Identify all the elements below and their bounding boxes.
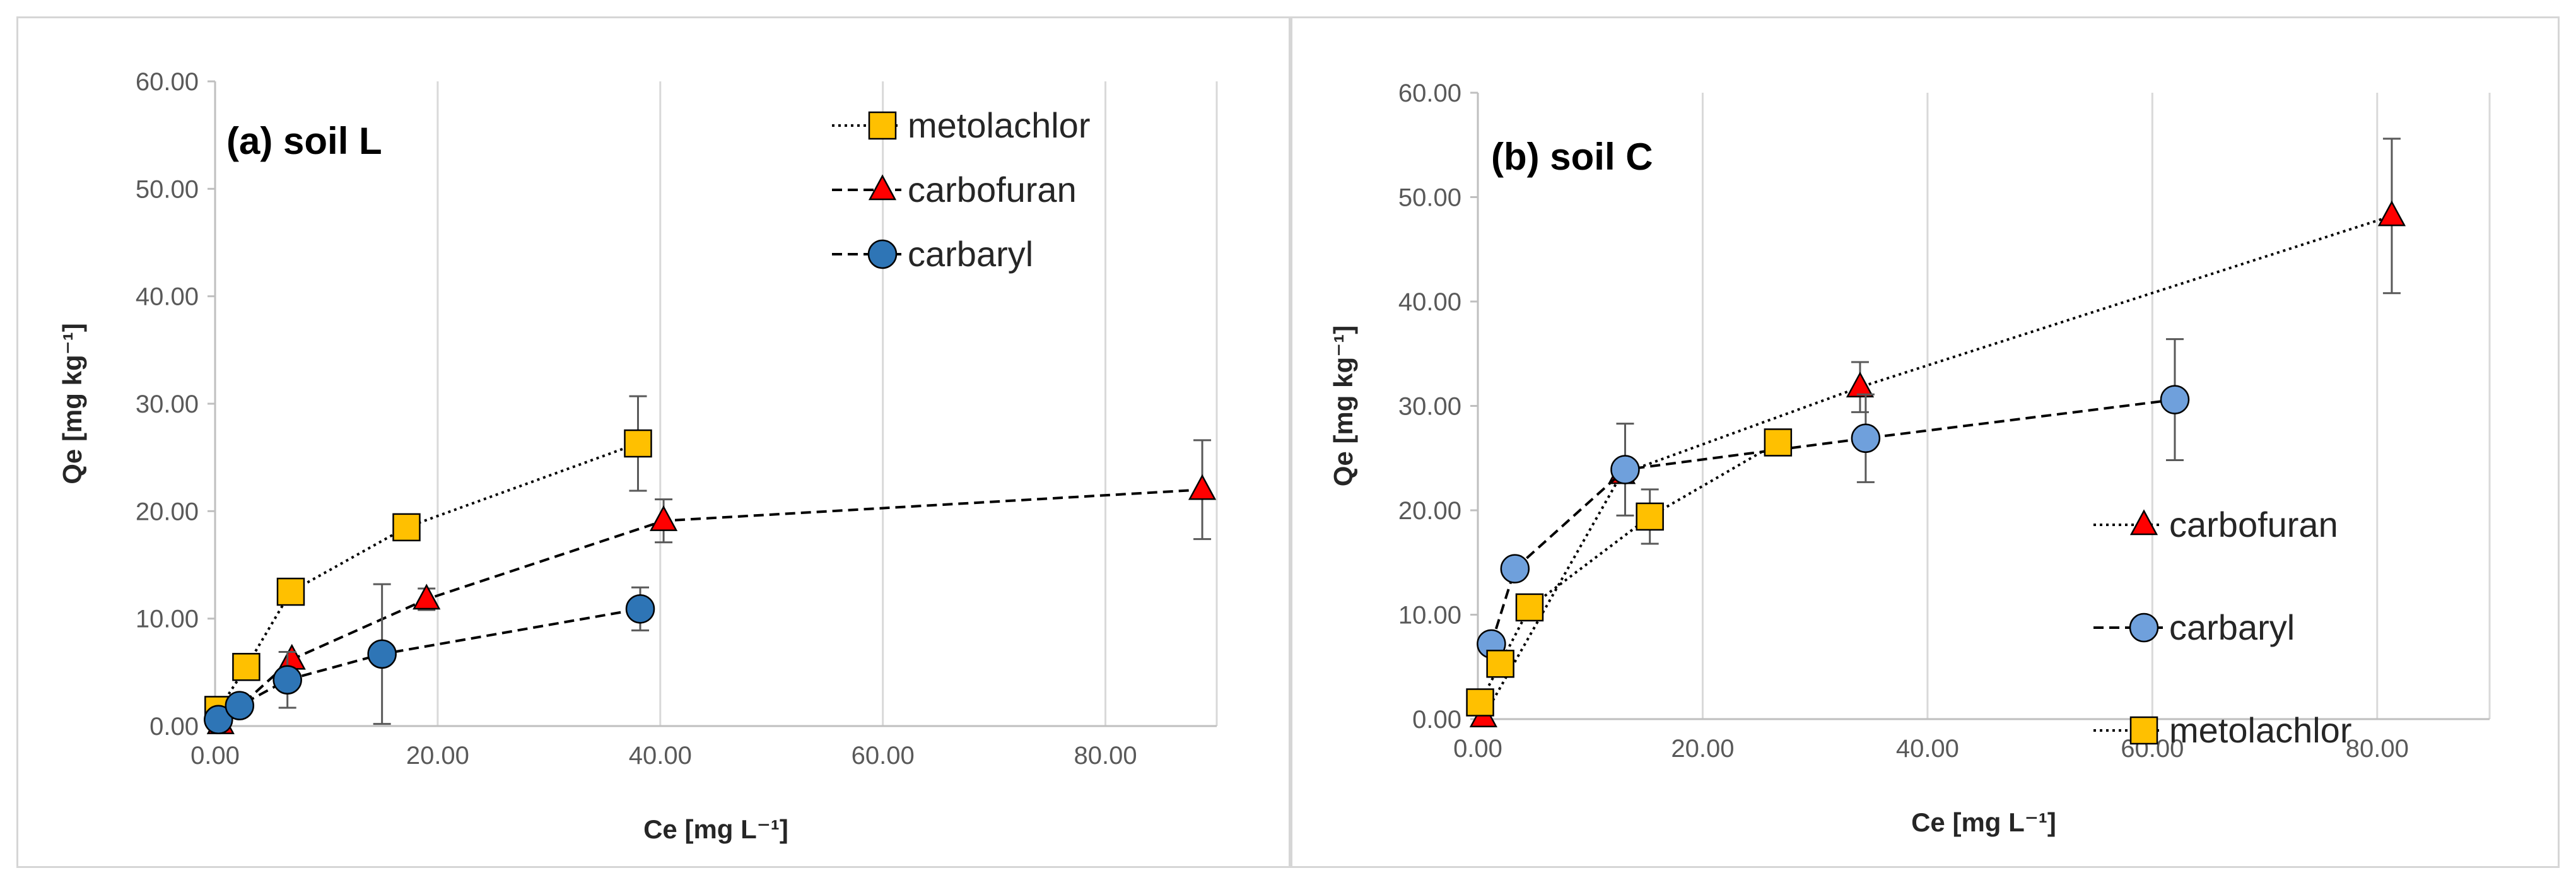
data-point-carbaryl (272, 665, 302, 695)
x-tick-label: 0.00 (190, 742, 240, 770)
y-tick-label: 0.00 (1412, 706, 1461, 734)
y-tick-label: 20.00 (136, 498, 199, 525)
x-tick-label: 0.00 (1453, 735, 1502, 763)
chart-soil-l: 0.00 20.00 40.00 60.00 80.00 0.00 10.00 20.00 30… (57, 68, 1218, 844)
data-point-carbofuran (2377, 200, 2406, 226)
y-tick-label: 40.00 (136, 283, 199, 311)
chart-panel-soil-c: 0.00 20.00 40.00 60.00 80.00 0.00 10.00 20.00 30… (1291, 16, 2560, 868)
data-point-metolachlor (276, 577, 305, 606)
y-tick-label: 60.00 (136, 68, 199, 96)
legend-marker-metolachlor (2129, 716, 2158, 745)
data-point-carbaryl (1610, 455, 1640, 484)
chart-title: (a) soil L (226, 120, 382, 162)
x-tick-label: 40.00 (629, 742, 692, 770)
x-axis-label: Ce [mg L⁻¹] (1911, 807, 2056, 837)
chart-soil-c: 0.00 20.00 40.00 60.00 80.00 0.00 10.00 20.00 30… (1328, 79, 2491, 837)
data-point-carbaryl (225, 691, 255, 720)
series-metolachlor (204, 395, 652, 724)
series-line-carbaryl (1490, 398, 2175, 645)
data-point-metolachlor (1515, 593, 1544, 622)
y-tick-label: 0.00 (149, 713, 199, 741)
data-point-carbofuran (1846, 372, 1875, 397)
legend-item-carbofuran: carbofuran (832, 170, 1077, 209)
y-tick-label: 30.00 (136, 390, 199, 418)
legend-label-metolachlor: metolachlor (908, 105, 1090, 145)
series-carbofuran (206, 439, 1217, 734)
series-metolachlor (1466, 428, 1793, 717)
data-point-carbofuran (1188, 474, 1217, 500)
chart-panel-soil-l: 0.00 20.00 40.00 60.00 80.00 0.00 10.00 20.00 30… (16, 16, 1291, 868)
x-tick-label: 20.00 (406, 742, 469, 770)
y-tick-label: 50.00 (136, 175, 199, 203)
legend-label-carbaryl: carbaryl (2169, 607, 2295, 647)
legend-marker-carbofuran (868, 174, 897, 201)
legend-marker-carbaryl (2129, 612, 2159, 643)
y-tick-label: 20.00 (1398, 497, 1461, 525)
data-point-metolachlor (1466, 688, 1494, 717)
chart-title: (b) soil C (1491, 136, 1653, 178)
y-axis-label: Qe [mg kg⁻¹] (1328, 325, 1358, 487)
legend-marker-carbofuran (2129, 509, 2158, 536)
data-point-metolachlor (624, 429, 652, 458)
data-point-carbofuran (649, 505, 678, 531)
data-point-carbofuran (413, 583, 441, 610)
series-carbaryl (204, 583, 655, 735)
y-tick-label: 50.00 (1398, 184, 1461, 212)
data-point-metolachlor (1764, 428, 1793, 457)
series-carbaryl (1477, 338, 2190, 659)
x-tick-label: 80.00 (2346, 735, 2409, 763)
y-axis-label: Qe [mg kg⁻¹] (57, 323, 87, 484)
legend-label-metolachlor: metolachlor (2169, 710, 2351, 750)
x-tick-label: 60.00 (852, 742, 915, 770)
data-point-carbaryl (204, 705, 233, 735)
legend-item-metolachlor: metolachlor (832, 105, 1090, 145)
x-tick-label: 20.00 (1671, 735, 1734, 763)
data-point-metolachlor (232, 653, 261, 681)
data-point-carbaryl (2160, 385, 2190, 414)
y-tick-label: 10.00 (1398, 602, 1461, 630)
legend-label-carbaryl: carbaryl (908, 234, 1033, 274)
y-tick-label: 60.00 (1398, 79, 1461, 107)
legend-item-metolachlor: metolachlor (2093, 710, 2351, 750)
data-point-carbofuran (278, 643, 306, 670)
y-tick-label: 40.00 (1398, 288, 1461, 316)
y-tick-label: 30.00 (1398, 393, 1461, 421)
data-point-carbaryl (1851, 423, 1881, 454)
legend-item-carbaryl: carbaryl (2093, 607, 2295, 647)
data-point-carbaryl (367, 639, 397, 669)
legend-marker-metolachlor (868, 111, 897, 140)
legend-label-carbofuran: carbofuran (908, 170, 1077, 209)
x-tick-label: 40.00 (1896, 735, 1959, 763)
legend-item-carbofuran: carbofuran (2093, 505, 2338, 544)
y-tick-label: 10.00 (136, 606, 199, 633)
data-point-metolachlor (1636, 502, 1664, 531)
series-line-carbofuran (220, 488, 1203, 725)
series-line-carbofuran (1482, 214, 2392, 718)
x-axis-label: Ce [mg L⁻¹] (643, 814, 788, 844)
legend-label-carbofuran: carbofuran (2169, 505, 2338, 544)
legend-item-carbaryl: carbaryl (832, 234, 1033, 274)
legend-marker-carbaryl (867, 239, 898, 269)
data-point-metolachlor (392, 513, 421, 542)
data-point-carbaryl (625, 594, 655, 624)
data-point-metolachlor (1486, 650, 1514, 678)
x-tick-label: 80.00 (1074, 742, 1137, 770)
data-point-carbaryl (1500, 554, 1530, 583)
